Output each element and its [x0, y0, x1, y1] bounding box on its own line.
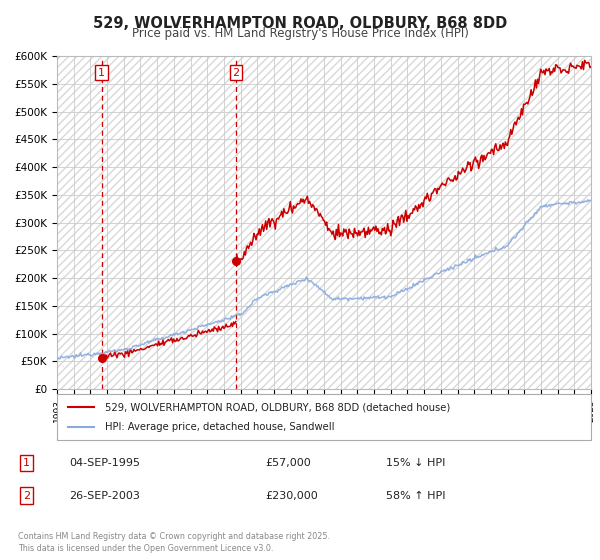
Text: £57,000: £57,000	[265, 458, 311, 468]
Text: 26-SEP-2003: 26-SEP-2003	[70, 491, 140, 501]
Text: 1: 1	[23, 458, 30, 468]
Text: 529, WOLVERHAMPTON ROAD, OLDBURY, B68 8DD (detached house): 529, WOLVERHAMPTON ROAD, OLDBURY, B68 8D…	[105, 403, 451, 413]
Text: £230,000: £230,000	[265, 491, 318, 501]
Text: 2: 2	[23, 491, 30, 501]
Text: Contains HM Land Registry data © Crown copyright and database right 2025.
This d: Contains HM Land Registry data © Crown c…	[18, 533, 330, 553]
Text: 04-SEP-1995: 04-SEP-1995	[70, 458, 140, 468]
Text: 1: 1	[98, 68, 105, 78]
Text: Price paid vs. HM Land Registry's House Price Index (HPI): Price paid vs. HM Land Registry's House …	[131, 27, 469, 40]
Text: 529, WOLVERHAMPTON ROAD, OLDBURY, B68 8DD: 529, WOLVERHAMPTON ROAD, OLDBURY, B68 8D…	[93, 16, 507, 31]
Text: 15% ↓ HPI: 15% ↓ HPI	[386, 458, 446, 468]
Text: 2: 2	[232, 68, 239, 78]
Text: HPI: Average price, detached house, Sandwell: HPI: Average price, detached house, Sand…	[105, 422, 335, 432]
Text: 58% ↑ HPI: 58% ↑ HPI	[386, 491, 446, 501]
FancyBboxPatch shape	[57, 394, 591, 440]
